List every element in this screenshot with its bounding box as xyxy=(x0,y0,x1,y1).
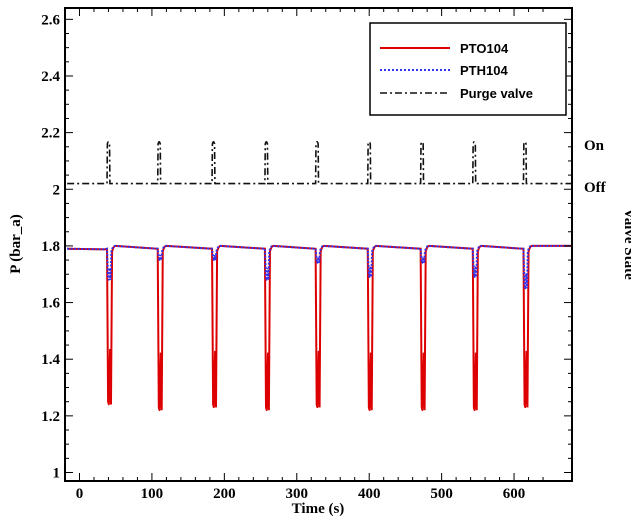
pth104-minimum-point xyxy=(108,279,110,281)
pth104-minimum-point xyxy=(473,276,476,278)
y-tick-label: 1.4 xyxy=(41,352,60,368)
legend-label-pth104: PTH104 xyxy=(460,63,508,78)
x-tick-label: 100 xyxy=(141,486,164,502)
y-tick-label: 2.6 xyxy=(41,12,60,28)
y-axis-title: P (bar_a) xyxy=(8,214,24,274)
legend: PTO104 PTH104 Purge valve xyxy=(369,22,567,116)
pto104-minimum-point xyxy=(108,403,110,406)
x-tick-label: 400 xyxy=(358,486,381,502)
tick-layer: 0 100 200 300 400 500 600 1 1.2 1.4 1.6 1.8 2 2.2 2.4 2… xyxy=(41,8,572,502)
legend-label-pto104: PTO104 xyxy=(460,41,509,56)
pto104-minimum-point xyxy=(158,409,161,411)
y-tick-label: 1 xyxy=(53,466,61,482)
y-tick-label: 1.2 xyxy=(41,409,60,425)
series-layer xyxy=(67,141,572,411)
right-axis-title: Valve State xyxy=(621,208,631,280)
plot-frame xyxy=(64,7,573,482)
series-line-pth104 xyxy=(67,244,572,289)
y-tick-label: 1.6 xyxy=(41,296,60,312)
pto104-minimum-point xyxy=(473,409,476,411)
y-tick-label: 2 xyxy=(53,182,61,198)
pth104-minimum-point xyxy=(316,262,319,264)
y-tick-label: 2.2 xyxy=(41,126,60,142)
pth104-minimum-point xyxy=(158,259,161,261)
x-tick-label: 300 xyxy=(286,486,309,502)
pth104-minimum-point xyxy=(213,259,215,261)
right-tick-on: On xyxy=(584,138,605,154)
pto104-minimum-point xyxy=(421,409,424,411)
series-line-pto104 xyxy=(67,244,572,411)
series-line-purge-valve xyxy=(67,141,572,185)
pto104-minimum-point xyxy=(265,409,268,411)
pto104-minimum-point xyxy=(213,406,215,409)
pth104-minimum-point xyxy=(265,279,268,281)
y-tick-label: 2.4 xyxy=(41,69,60,85)
pto104-minimum-point xyxy=(524,406,527,409)
pth104-minimum-point xyxy=(524,287,527,290)
x-tick-label: 600 xyxy=(503,486,526,502)
legend-box xyxy=(369,22,567,116)
x-tick-label: 500 xyxy=(430,486,453,502)
x-tick-label: 0 xyxy=(76,486,84,502)
pto104-minimum-point xyxy=(368,409,371,411)
x-tick-label: 200 xyxy=(213,486,236,502)
pto104-minimum-point xyxy=(316,406,319,409)
x-axis-title: Time (s) xyxy=(292,501,345,517)
legend-label-purge-valve: Purge valve xyxy=(460,86,533,101)
right-tick-off: Off xyxy=(584,180,607,196)
pth104-minimum-point xyxy=(368,276,371,278)
pth104-minimum-point xyxy=(421,262,424,264)
y-tick-label: 1.8 xyxy=(41,239,60,255)
